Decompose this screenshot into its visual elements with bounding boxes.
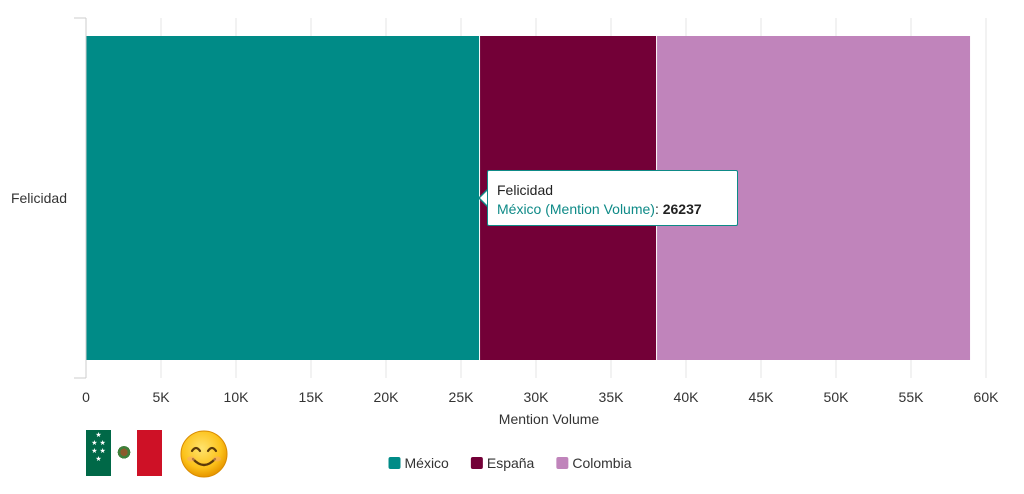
axes bbox=[74, 17, 87, 379]
tooltip-pointer-fill bbox=[480, 189, 489, 207]
x-tick-label: 10K bbox=[224, 389, 250, 405]
legend-swatch-españa[interactable] bbox=[470, 457, 483, 469]
x-axis-title: Mention Volume bbox=[499, 411, 600, 427]
legend-swatch-méxico[interactable] bbox=[388, 457, 401, 469]
x-tick-label: 60K bbox=[974, 389, 1000, 405]
flag-stars: ★ ★ ★ ★ ★ ★ bbox=[91, 432, 106, 463]
y-category-labels: Felicidad bbox=[11, 190, 67, 206]
x-tick-label: 30K bbox=[524, 389, 550, 405]
tooltip-separator: : bbox=[654, 201, 663, 217]
x-tick-label: 5K bbox=[152, 389, 170, 405]
x-tick-label: 0 bbox=[82, 389, 90, 405]
flag-red-stripe bbox=[136, 430, 162, 476]
mexico-flag-icon: ★ ★ ★ ★ ★ ★ bbox=[86, 430, 162, 476]
x-tick-label: 45K bbox=[749, 389, 775, 405]
smiling-face-icon bbox=[180, 430, 228, 478]
tooltip: Felicidad México (Mention Volume): 26237 bbox=[487, 170, 738, 226]
flag-white-stripe bbox=[111, 430, 137, 476]
tooltip-title: Felicidad bbox=[497, 182, 554, 198]
legend-label[interactable]: México bbox=[405, 455, 450, 471]
tooltip-series-label: México (Mention Volume) bbox=[497, 201, 655, 217]
flag-emblem-icon bbox=[116, 446, 131, 460]
x-tick-label: 35K bbox=[599, 389, 625, 405]
x-tick-label: 50K bbox=[824, 389, 850, 405]
legend-label[interactable]: Colombia bbox=[572, 455, 631, 471]
legend-swatch-colombia[interactable] bbox=[556, 457, 569, 469]
legend-label[interactable]: España bbox=[487, 455, 535, 471]
bar-segment-méxico[interactable] bbox=[86, 36, 480, 360]
flag-green-stripe: ★ ★ ★ ★ ★ ★ bbox=[86, 430, 112, 476]
x-tick-label: 25K bbox=[449, 389, 475, 405]
y-category-label: Felicidad bbox=[11, 190, 67, 206]
x-tick-labels: 0 5K 10K 15K 20K 25K 30K 35K 40K 45K 50K 55K 60K bbox=[82, 389, 999, 405]
x-tick-label: 55K bbox=[899, 389, 925, 405]
tooltip-value: 26237 bbox=[662, 201, 702, 217]
x-tick-label: 20K bbox=[374, 389, 400, 405]
x-tick-label: 15K bbox=[299, 389, 325, 405]
legend: México España Colombia bbox=[388, 455, 632, 471]
x-tick-label: 40K bbox=[674, 389, 700, 405]
tooltip-row: México (Mention Volume): 26237 bbox=[497, 200, 728, 219]
